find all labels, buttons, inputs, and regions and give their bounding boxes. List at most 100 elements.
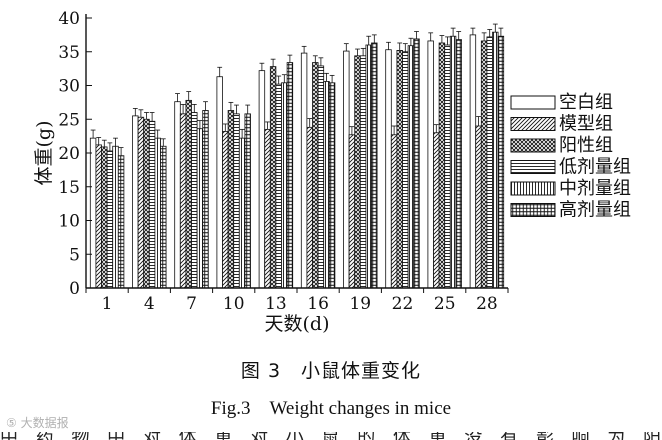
bar bbox=[269, 66, 277, 289]
bar bbox=[354, 55, 361, 289]
bar bbox=[117, 155, 125, 289]
y-axis-title: 体重(g) bbox=[33, 121, 55, 186]
bar bbox=[402, 51, 409, 289]
bar bbox=[317, 65, 325, 289]
x-tick-label: 10 bbox=[223, 294, 245, 314]
bar bbox=[89, 137, 97, 289]
bar bbox=[365, 44, 372, 289]
x-tick-label: 1 bbox=[102, 294, 113, 314]
y-tick-label: 5 bbox=[69, 245, 80, 265]
bar bbox=[258, 70, 266, 289]
bar bbox=[238, 137, 246, 289]
watermark-logo: ⑤ 大数据报 bbox=[6, 416, 69, 430]
bar bbox=[112, 145, 119, 289]
legend-label: 空白组 bbox=[559, 92, 613, 113]
bar bbox=[396, 50, 403, 289]
bar bbox=[371, 42, 378, 289]
bar bbox=[413, 38, 420, 289]
bar bbox=[95, 144, 102, 289]
bar bbox=[244, 113, 251, 289]
bar bbox=[233, 113, 240, 289]
x-tick-label: 4 bbox=[144, 294, 155, 314]
y-tick-label: 35 bbox=[58, 43, 80, 63]
bar bbox=[390, 134, 398, 289]
y-tick-label: 10 bbox=[58, 212, 80, 232]
bar bbox=[312, 62, 319, 289]
y-tick-label: 15 bbox=[58, 178, 80, 198]
bar bbox=[438, 42, 446, 289]
legend-swatch bbox=[510, 160, 556, 174]
bar bbox=[475, 125, 482, 289]
bar bbox=[348, 134, 356, 289]
bar bbox=[196, 128, 204, 289]
x-axis-title: 天数(d) bbox=[265, 313, 330, 335]
bar bbox=[497, 35, 505, 289]
y-tick-label: 20 bbox=[58, 144, 80, 164]
bar bbox=[275, 83, 282, 289]
bar bbox=[160, 145, 167, 289]
y-tick-label: 30 bbox=[58, 77, 80, 97]
y-tick-label: 25 bbox=[58, 110, 80, 130]
cutoff-text-line: 中 药 物 中 对 体 重 对 小 鼠 的 体 重 没 有 影 响 为 阳 性 … bbox=[0, 432, 662, 440]
x-tick-label: 19 bbox=[349, 294, 371, 314]
bars-layer bbox=[89, 23, 505, 289]
bar bbox=[444, 44, 451, 289]
bar bbox=[143, 118, 150, 289]
bar bbox=[492, 31, 499, 289]
x-tick-label: 28 bbox=[476, 294, 498, 314]
figure-caption-chinese: 图 3 小鼠体重变化 bbox=[240, 360, 422, 382]
bar bbox=[449, 35, 457, 289]
bar bbox=[132, 115, 139, 289]
x-tick-label: 13 bbox=[265, 294, 287, 314]
bar bbox=[148, 120, 156, 289]
bar bbox=[154, 137, 161, 289]
bar bbox=[300, 52, 308, 289]
bar bbox=[179, 113, 187, 289]
bar bbox=[216, 76, 223, 289]
legend-swatch bbox=[510, 181, 556, 196]
y-tick-label: 0 bbox=[69, 279, 80, 299]
bar bbox=[222, 130, 229, 289]
legend-swatch bbox=[510, 138, 556, 153]
legend-label: 模型组 bbox=[559, 114, 613, 135]
bar bbox=[106, 150, 114, 289]
x-tick-label: 22 bbox=[392, 294, 414, 314]
bar bbox=[286, 62, 294, 289]
bar bbox=[343, 50, 350, 289]
legend-swatch bbox=[510, 117, 556, 131]
bar bbox=[202, 110, 209, 289]
bar bbox=[427, 40, 434, 289]
bar bbox=[137, 116, 145, 289]
bar bbox=[306, 126, 313, 289]
x-tick-label: 16 bbox=[307, 294, 329, 314]
x-tick-label: 7 bbox=[186, 294, 197, 314]
y-tick-label: 40 bbox=[58, 9, 80, 29]
figure-caption-english: Fig.3 Weight changes in mice bbox=[210, 398, 452, 419]
weight-bar-chart: 0 5 10 15 20 25 30 35 40 1 4 7 10 13 16 19 22 25 28 天数(d) 体重… bbox=[33, 9, 631, 335]
bar bbox=[455, 39, 462, 289]
bar bbox=[264, 128, 271, 289]
bar bbox=[328, 82, 336, 289]
bar bbox=[101, 146, 108, 289]
axes-layer: 0 5 10 15 20 25 30 35 40 1 4 7 10 13 16 19 22 25 28 天数(d) 体重… bbox=[33, 9, 509, 335]
bar bbox=[385, 49, 392, 289]
bar bbox=[469, 34, 477, 289]
bar bbox=[323, 81, 330, 289]
bar bbox=[191, 112, 198, 289]
legend-label: 高剂量组 bbox=[559, 200, 631, 221]
bar bbox=[480, 40, 488, 289]
bar bbox=[407, 45, 415, 289]
bar bbox=[486, 36, 493, 289]
bar bbox=[281, 82, 288, 289]
legend-label: 阳性组 bbox=[559, 135, 613, 156]
cutoff-text: 中 药 物 中 对 体 重 对 小 鼠 的 体 重 没 有 影 响 为 阳 性 … bbox=[0, 432, 662, 440]
bar bbox=[433, 132, 440, 289]
x-tick-label: 25 bbox=[434, 294, 456, 314]
legend-label: 低剂量组 bbox=[559, 157, 631, 178]
legend-swatch bbox=[510, 203, 556, 217]
legend-swatch bbox=[510, 95, 556, 110]
bar bbox=[185, 99, 192, 289]
bar bbox=[227, 110, 235, 289]
bar bbox=[359, 55, 367, 289]
